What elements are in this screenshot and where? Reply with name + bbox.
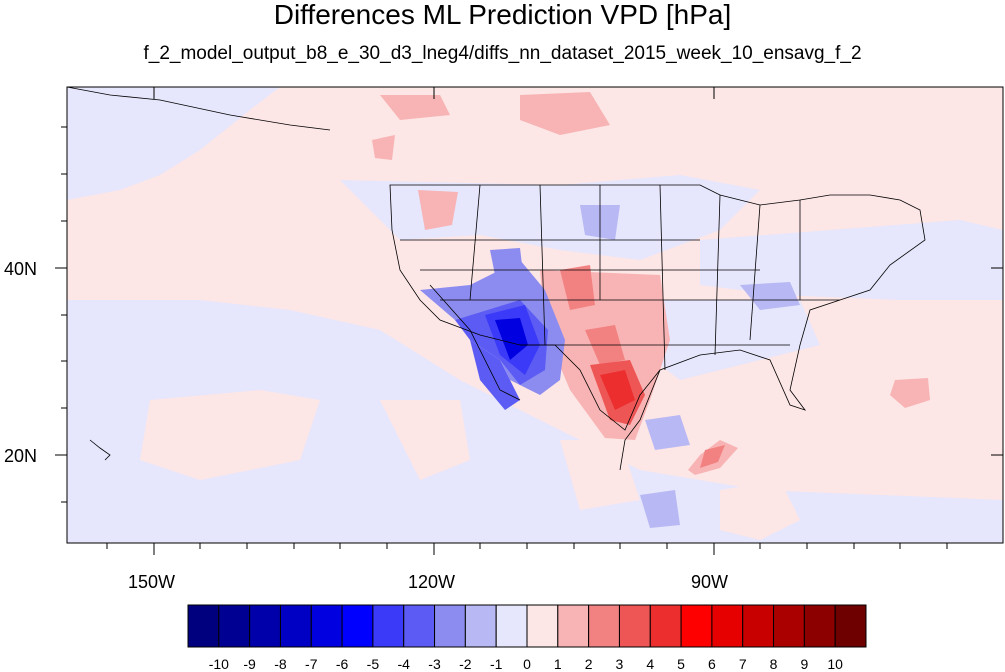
colorbar-swatch <box>372 604 405 648</box>
country-state-borders <box>66 86 926 471</box>
colorbar-swatch <box>341 604 374 648</box>
colorbar-label: -7 <box>305 656 318 672</box>
negative-anomaly-regions <box>67 87 1003 543</box>
colorbar-label: 4 <box>646 656 655 672</box>
lon-label-150w: 150W <box>128 572 176 592</box>
colorbar-label: -1 <box>489 656 503 672</box>
colorbar-label: -6 <box>335 656 349 672</box>
colorbar-swatch <box>187 604 220 648</box>
negative-southwest-patches <box>420 205 800 528</box>
colorbar-label: 9 <box>800 656 809 672</box>
lat-label-20n: 20N <box>4 446 38 466</box>
lon-label-90w: 90W <box>691 572 729 592</box>
colorbar-label: -3 <box>428 656 441 672</box>
colorbar-swatch <box>310 604 343 648</box>
lat-label-40n: 40N <box>4 259 38 279</box>
colorbar-label: -5 <box>366 656 380 672</box>
colorbar-swatch <box>588 604 620 648</box>
map-subtitle: f_2_model_output_b8_e_30_d3_lneg4/diffs_… <box>143 43 862 64</box>
colorbar <box>187 604 867 648</box>
colorbar-label: -8 <box>274 656 287 672</box>
colorbar-swatch <box>403 604 436 648</box>
colorbar-swatch <box>834 604 867 648</box>
colorbar-swatch <box>218 604 251 648</box>
colorbar-label: -4 <box>397 656 410 672</box>
strong-positive-patches <box>560 265 725 468</box>
colorbar-swatch <box>249 604 281 648</box>
colorbar-swatch <box>618 604 651 648</box>
colorbar-label: 1 <box>553 656 562 672</box>
colorbar-label: -9 <box>243 656 256 672</box>
colorbar-swatch <box>526 604 559 648</box>
colorbar-swatch <box>742 604 775 648</box>
lon-label-120w: 120W <box>408 572 456 592</box>
colorbar-label: 0 <box>523 656 531 672</box>
colorbar-swatch <box>495 604 528 648</box>
colorbar-label: -2 <box>459 656 472 672</box>
colorbar-swatch <box>711 604 744 648</box>
map-title: Differences ML Prediction VPD [hPa] <box>273 0 732 30</box>
colorbar-swatch <box>279 604 312 648</box>
colorbar-swatch <box>464 604 497 648</box>
colorbar-swatch <box>773 604 805 648</box>
latitude-ticks <box>55 126 1003 503</box>
colorbar-label: -10 <box>208 656 229 672</box>
longitude-ticks <box>106 87 948 555</box>
colorbar-label: 3 <box>615 656 624 672</box>
colorbar-swatch <box>680 604 713 648</box>
colorbar-label: 7 <box>738 656 747 672</box>
positive-anomaly-regions <box>140 345 960 540</box>
colorbar-label: 10 <box>827 656 843 672</box>
colorbar-swatch <box>557 604 590 648</box>
colorbar-label: 8 <box>769 656 778 672</box>
colorbar-label: 5 <box>677 656 685 672</box>
colorbar-label: 6 <box>708 656 716 672</box>
colorbar-swatch <box>803 604 836 648</box>
colorbar-swatch <box>649 604 682 648</box>
colorbar-label: 2 <box>584 656 593 672</box>
colorbar-swatch <box>434 604 466 648</box>
